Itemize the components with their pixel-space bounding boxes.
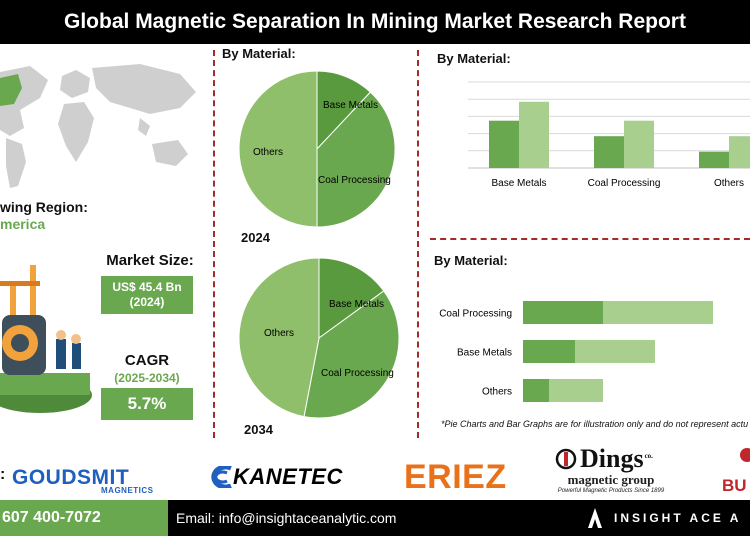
divider-left [213, 50, 215, 438]
x-tick-label: Coal Processing [588, 178, 661, 189]
y-tick-label: Base Metals [457, 348, 512, 359]
kanetec-mark-icon [211, 466, 232, 488]
logo-dings: Dings co. magnetic group Powerful Magnet… [555, 444, 667, 494]
pie-label: Base Metals [323, 100, 378, 111]
bar-coal-processing [624, 120, 654, 168]
pie-slice-coal-processing [316, 91, 396, 228]
bar-base-metals [519, 101, 549, 168]
dings-tagline: Powerful Magnetic Products Since 1899 [557, 488, 665, 494]
pie-chart-2034: Base Metals Coal Processing Others [238, 257, 400, 419]
logo-eriez: ERIEZ [404, 458, 507, 496]
email-link[interactable]: Email: info@insightaceanalytic.com [176, 510, 397, 526]
market-size-box: US$ 45.4 Bn (2024) [101, 276, 193, 314]
pie-label: Coal Processing [318, 175, 391, 186]
region-label: wing Region: [0, 199, 88, 215]
bar-base-metals [489, 120, 519, 168]
brand-text: INSIGHT ACE A [614, 511, 742, 525]
pie-slice-coal-processing [303, 290, 400, 419]
kanetec-text: KANETEC [233, 464, 343, 489]
dings-text: Dings [580, 444, 644, 473]
hbar-others [523, 379, 549, 402]
hbar-coal-processing [603, 301, 713, 324]
hbar-base-metals [523, 340, 575, 363]
bar-section-title: By Material: [437, 51, 511, 66]
logo-bunting: BU [722, 476, 747, 495]
hbar-base-metals [575, 340, 655, 363]
cagr-label: CAGR [124, 352, 170, 369]
phone-number[interactable]: 607 400-7072 [0, 500, 168, 536]
pie-year-2034: 2034 [244, 422, 273, 437]
world-map [0, 64, 196, 188]
logo-colon: : [0, 466, 6, 483]
region-value: merica [0, 216, 46, 232]
brand-logo: INSIGHT ACE A [588, 500, 741, 536]
y-tick-label: Coal Processing [439, 309, 512, 320]
logo-goudsmit: GOUDSMIT [12, 466, 130, 489]
dings-mark-icon [555, 448, 577, 470]
pie-label: Others [253, 147, 283, 158]
bar-others [729, 136, 750, 168]
report-title: Global Magnetic Separation In Mining Mar… [0, 0, 750, 44]
hbar-coal-processing [523, 301, 603, 324]
bunting-mark-icon [740, 448, 750, 462]
pie-label: Coal Processing [321, 368, 394, 379]
dings-group: magnetic group [567, 472, 655, 487]
insightace-mark-icon [588, 508, 602, 528]
hbar-section-title: By Material: [434, 253, 508, 268]
bar-others [699, 151, 729, 168]
pie-year-2024: 2024 [241, 230, 270, 245]
bar-coal-processing [594, 136, 624, 168]
mining-illustration [0, 265, 92, 413]
cagr-years: (2025-2034) [114, 371, 180, 385]
divider-right [417, 50, 419, 438]
market-size-year: (2024) [129, 295, 165, 309]
divider-horizontal [430, 238, 750, 240]
logo-goudsmit-sub: MAGNETICS [101, 486, 154, 495]
pie-slice-others [238, 70, 318, 228]
pie-label: Others [264, 328, 294, 339]
market-size-label: Market Size: [106, 252, 194, 269]
cagr-value: 5.7% [101, 388, 193, 420]
dings-name: Dings co. [555, 444, 667, 474]
x-tick-label: Others [714, 178, 744, 189]
dings-co: co. [644, 452, 653, 460]
y-tick-label: Others [482, 387, 512, 398]
illustration-note: *Pie Charts and Bar Graphs are for illus… [441, 419, 749, 429]
logo-kanetec: KANETEC [205, 464, 343, 490]
x-tick-label: Base Metals [491, 178, 546, 189]
market-size-value: US$ 45.4 Bn [112, 280, 182, 294]
pie-chart-2024: Base Metals Coal Processing Others [238, 70, 396, 228]
hbar-others [549, 379, 603, 402]
hbar-chart-material: Coal Processing Base Metals Others [439, 301, 713, 402]
pie-label: Base Metals [329, 299, 384, 310]
pie-section-title: By Material: [222, 46, 296, 61]
bar-chart-material: Base Metals Coal Processing Others [468, 81, 750, 189]
pie-slice-base-metals [318, 257, 385, 339]
pie-slice-others [238, 257, 320, 418]
